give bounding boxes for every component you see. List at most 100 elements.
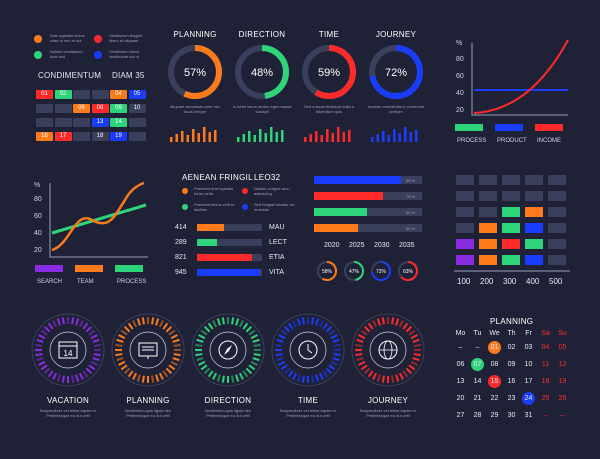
heat-cell [548, 175, 566, 185]
dial-ring [271, 313, 345, 387]
dial-tick [195, 343, 203, 347]
calendar-day: 19 [558, 378, 567, 385]
calendar-day: 15 [490, 378, 499, 385]
dial-tick [333, 353, 341, 357]
legend-label: PROCESS [457, 138, 486, 144]
dial-tick [47, 370, 54, 378]
dial-tick [221, 375, 225, 383]
dial-tick [412, 357, 420, 362]
dial-tick [85, 325, 93, 333]
dial-tick [52, 320, 58, 328]
donut-value: 63% [403, 269, 414, 275]
globe-icon [378, 340, 398, 360]
dial-tick [278, 360, 286, 366]
calendar-day: 30 [507, 412, 516, 419]
dial-tick [172, 357, 180, 362]
heat-cell [548, 191, 566, 201]
weekday: Th [507, 330, 516, 337]
grid-cell [73, 132, 90, 141]
legend-dot-orange [34, 35, 42, 43]
grid-title-left: CONDIMENTUM [38, 71, 102, 80]
legend-dot-green [34, 51, 42, 59]
dial-tick [116, 338, 124, 343]
dial-tick [43, 367, 51, 375]
dial-tick [275, 353, 283, 357]
heat-cell [479, 255, 497, 265]
mini-donut: 72% [371, 261, 391, 281]
dial-tick [276, 338, 284, 343]
dial-tick [395, 318, 400, 326]
axes [471, 43, 568, 116]
mini-bar [387, 135, 390, 142]
dial-tick [155, 318, 160, 326]
heat-cell [525, 223, 543, 233]
mini-bar [242, 134, 245, 142]
dial-tick [116, 357, 124, 362]
x-tick: 200 [480, 277, 494, 286]
donut-value: 48% [251, 67, 273, 79]
bar-number: 414 [175, 224, 187, 231]
mini-bar [393, 129, 396, 142]
legend-dot-blue [94, 51, 102, 59]
y-tick: 60 [456, 73, 464, 80]
calendar-day: 01 [490, 344, 499, 351]
dial-label: TIME [297, 396, 319, 405]
legend-label: TEAM [77, 279, 94, 285]
legend-text: Sed feugiat lobortis vel molestie [254, 202, 295, 212]
legend-dot-red [94, 35, 102, 43]
dial-tick [238, 372, 244, 380]
dial-tick [311, 317, 315, 325]
weekday: We [489, 330, 500, 337]
calendar-day: 14 [64, 349, 73, 358]
dial-tick [322, 322, 329, 330]
dial-tick [292, 320, 298, 328]
dial-tick [35, 343, 43, 347]
bar-fill [197, 224, 225, 231]
calendar-day: 17 [524, 378, 533, 385]
mini-bar [186, 135, 189, 142]
dial-tick [36, 357, 44, 362]
dial-tick [296, 374, 301, 382]
mini-donut: 58% [317, 261, 337, 281]
dial-tick [115, 353, 123, 357]
heat-cell [548, 223, 566, 233]
y-unit: % [34, 182, 40, 189]
dial: 14 [31, 313, 105, 387]
dial-tick [82, 370, 89, 378]
dial-tick [356, 338, 364, 343]
mini-donut: 63% [398, 261, 418, 281]
legend-text: Vestibulum fusce vestibulum dui ut [109, 49, 140, 59]
dial-tick [56, 318, 61, 326]
mini-bar-chart [237, 127, 284, 142]
grid-title-right: DIAM 35 [112, 71, 145, 80]
heat-cell [456, 239, 474, 249]
grid-cell [73, 118, 90, 127]
day-highlight [522, 392, 535, 405]
dial-ring [111, 313, 185, 387]
dial-tick [356, 357, 364, 362]
presentation-icon [138, 342, 158, 359]
legend-label: PROCESS [117, 279, 146, 285]
mini-bar [415, 130, 418, 142]
dial-tick [36, 338, 44, 343]
mini-bar [304, 137, 307, 142]
grid-cell [91, 90, 109, 99]
heat-cell [548, 239, 566, 249]
grid-cell [54, 104, 72, 113]
dial-tick [360, 329, 368, 336]
bar-track [314, 208, 422, 216]
dial-tick [38, 334, 46, 340]
dial-tick [198, 360, 206, 366]
donut-row: PLANNING 57% Aliquam accumsan ante nec lac… [165, 30, 435, 150]
dial-tick [115, 343, 123, 347]
grid-cell: 09 [110, 104, 127, 113]
heat-cell [502, 223, 520, 233]
calendar-day: 23 [507, 395, 516, 402]
bar-number: 289 [175, 239, 187, 246]
bar-tag: 60 % [406, 210, 416, 215]
calendar-day: 09 [507, 361, 516, 368]
grid-cell: 18 [91, 132, 109, 141]
heat-cell [479, 223, 497, 233]
calendar-day: 29 [490, 412, 499, 419]
dial-tick [238, 320, 244, 328]
